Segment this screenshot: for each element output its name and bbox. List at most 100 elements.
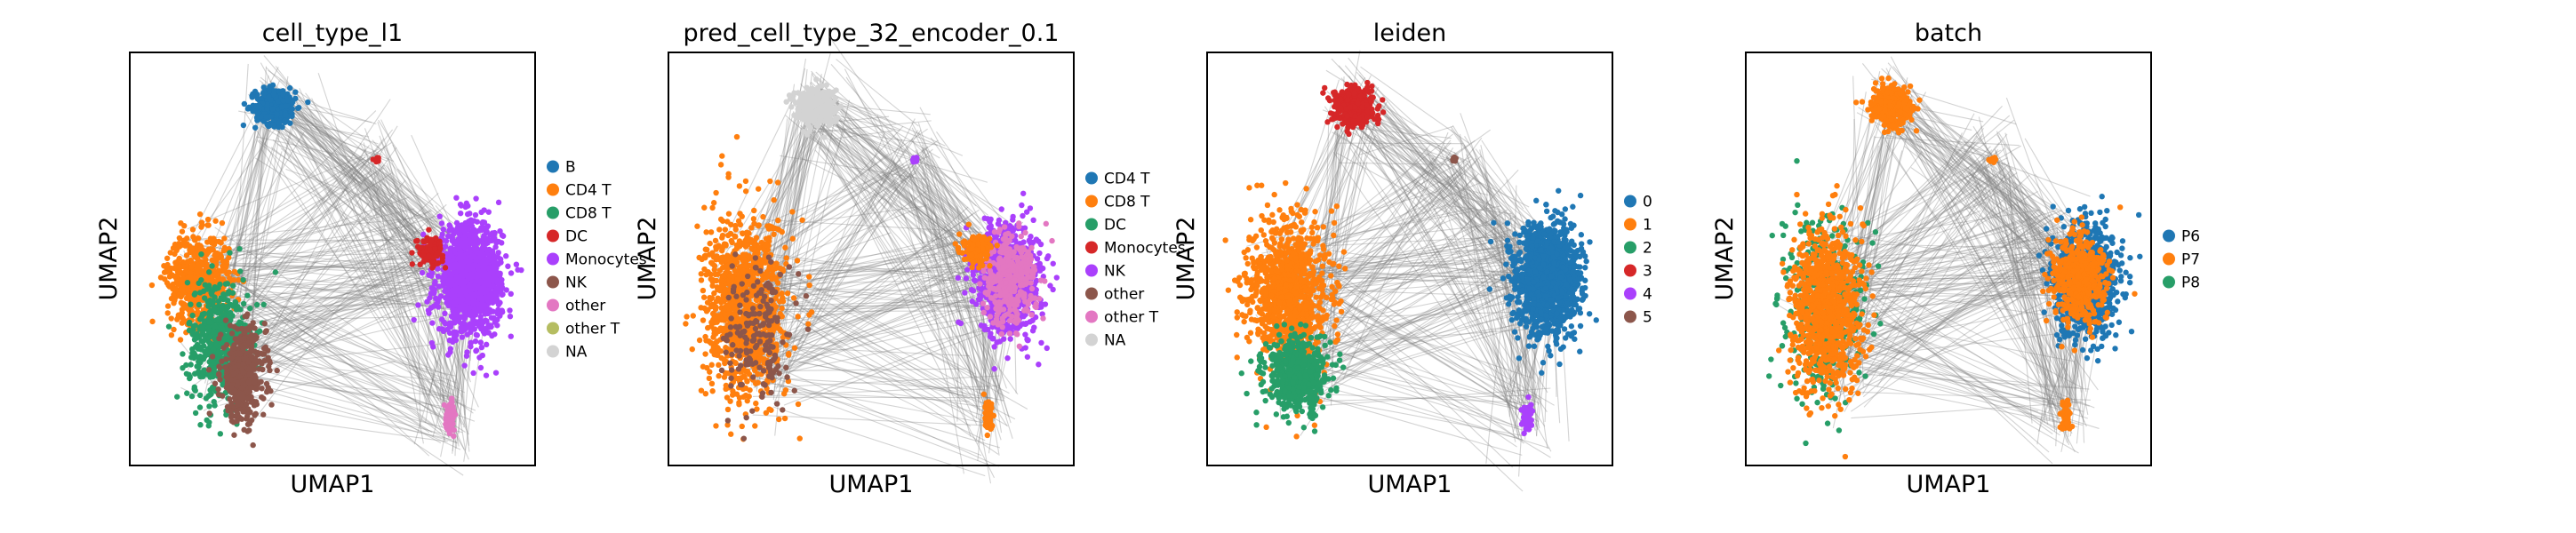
- data-point: [246, 371, 252, 378]
- edge: [220, 249, 436, 282]
- data-point: [210, 247, 216, 253]
- edge: [241, 290, 460, 377]
- data-point: [458, 203, 465, 209]
- data-point: [230, 303, 236, 309]
- data-point: [415, 302, 421, 308]
- data-point: [269, 82, 276, 89]
- data-point: [473, 347, 480, 354]
- data-point: [822, 111, 828, 118]
- data-point: [700, 317, 707, 323]
- data-point: [231, 268, 238, 275]
- data-point: [497, 256, 504, 262]
- edge: [363, 142, 428, 398]
- data-point: [453, 195, 460, 201]
- data-point: [188, 354, 195, 361]
- edge: [364, 179, 449, 423]
- data-point: [227, 274, 233, 282]
- edge: [207, 282, 448, 287]
- edge: [229, 371, 420, 405]
- data-point: [771, 231, 777, 237]
- data-point: [485, 282, 492, 288]
- data-point: [191, 236, 198, 243]
- edge: [251, 100, 263, 345]
- data-point: [246, 427, 252, 434]
- data-point: [467, 248, 473, 255]
- data-point: [811, 95, 818, 102]
- legend-marker: [547, 206, 559, 219]
- data-point: [235, 410, 241, 418]
- data-point: [205, 222, 212, 228]
- data-point: [442, 310, 448, 317]
- edge: [230, 276, 429, 351]
- data-point: [190, 322, 196, 330]
- data-point: [176, 255, 182, 262]
- edge: [418, 296, 455, 404]
- data-point: [253, 115, 260, 121]
- data-point: [183, 252, 190, 259]
- data-point: [196, 392, 204, 399]
- data-point: [206, 309, 212, 316]
- data-point: [207, 374, 213, 380]
- data-point: [425, 253, 432, 259]
- data-point: [274, 367, 280, 374]
- data-point: [212, 252, 218, 259]
- edge: [272, 139, 416, 265]
- data-point: [245, 379, 252, 386]
- data-point: [807, 124, 814, 131]
- data-point: [149, 318, 156, 325]
- edge: [209, 157, 372, 312]
- data-point: [197, 244, 204, 251]
- edge: [216, 273, 457, 333]
- data-point: [243, 401, 249, 408]
- data-point: [198, 338, 204, 345]
- data-point: [813, 109, 820, 115]
- data-point: [448, 258, 454, 264]
- data-point: [249, 94, 255, 100]
- data-point: [495, 199, 502, 206]
- data-point: [250, 320, 256, 326]
- data-point: [259, 113, 265, 120]
- data-point: [217, 431, 224, 437]
- edge: [201, 271, 448, 377]
- edge: [277, 98, 391, 182]
- data-point: [258, 350, 264, 357]
- data-point: [205, 393, 212, 400]
- data-point: [244, 406, 252, 412]
- data-point: [244, 421, 252, 427]
- legend-marker: [547, 275, 559, 289]
- data-point: [278, 104, 285, 110]
- data-point: [195, 262, 201, 269]
- data-point: [167, 250, 173, 256]
- data-point: [193, 334, 200, 340]
- data-point: [200, 311, 206, 318]
- data-point: [197, 422, 204, 428]
- edge: [275, 66, 437, 276]
- data-point: [179, 292, 185, 298]
- edge: [205, 225, 413, 259]
- data-point: [219, 219, 226, 227]
- data-point: [783, 255, 789, 261]
- data-point: [218, 331, 224, 338]
- legend-label: NK: [565, 274, 588, 292]
- data-point: [246, 366, 252, 372]
- edge: [269, 115, 435, 266]
- edge: [429, 237, 467, 451]
- data-point: [837, 103, 844, 109]
- data-point: [783, 99, 789, 105]
- data-point: [513, 261, 520, 267]
- data-point: [249, 347, 256, 354]
- data-point: [456, 236, 462, 243]
- data-point: [458, 266, 465, 274]
- data-point: [268, 402, 275, 408]
- data-point: [171, 326, 177, 333]
- data-point: [238, 385, 245, 391]
- data-point: [164, 265, 170, 272]
- data-point: [286, 84, 293, 91]
- data-point: [247, 305, 253, 312]
- edge: [244, 254, 438, 401]
- data-point: [168, 331, 175, 338]
- data-point: [162, 276, 168, 282]
- data-point: [451, 268, 458, 275]
- edge: [244, 125, 398, 374]
- data-point: [449, 235, 456, 242]
